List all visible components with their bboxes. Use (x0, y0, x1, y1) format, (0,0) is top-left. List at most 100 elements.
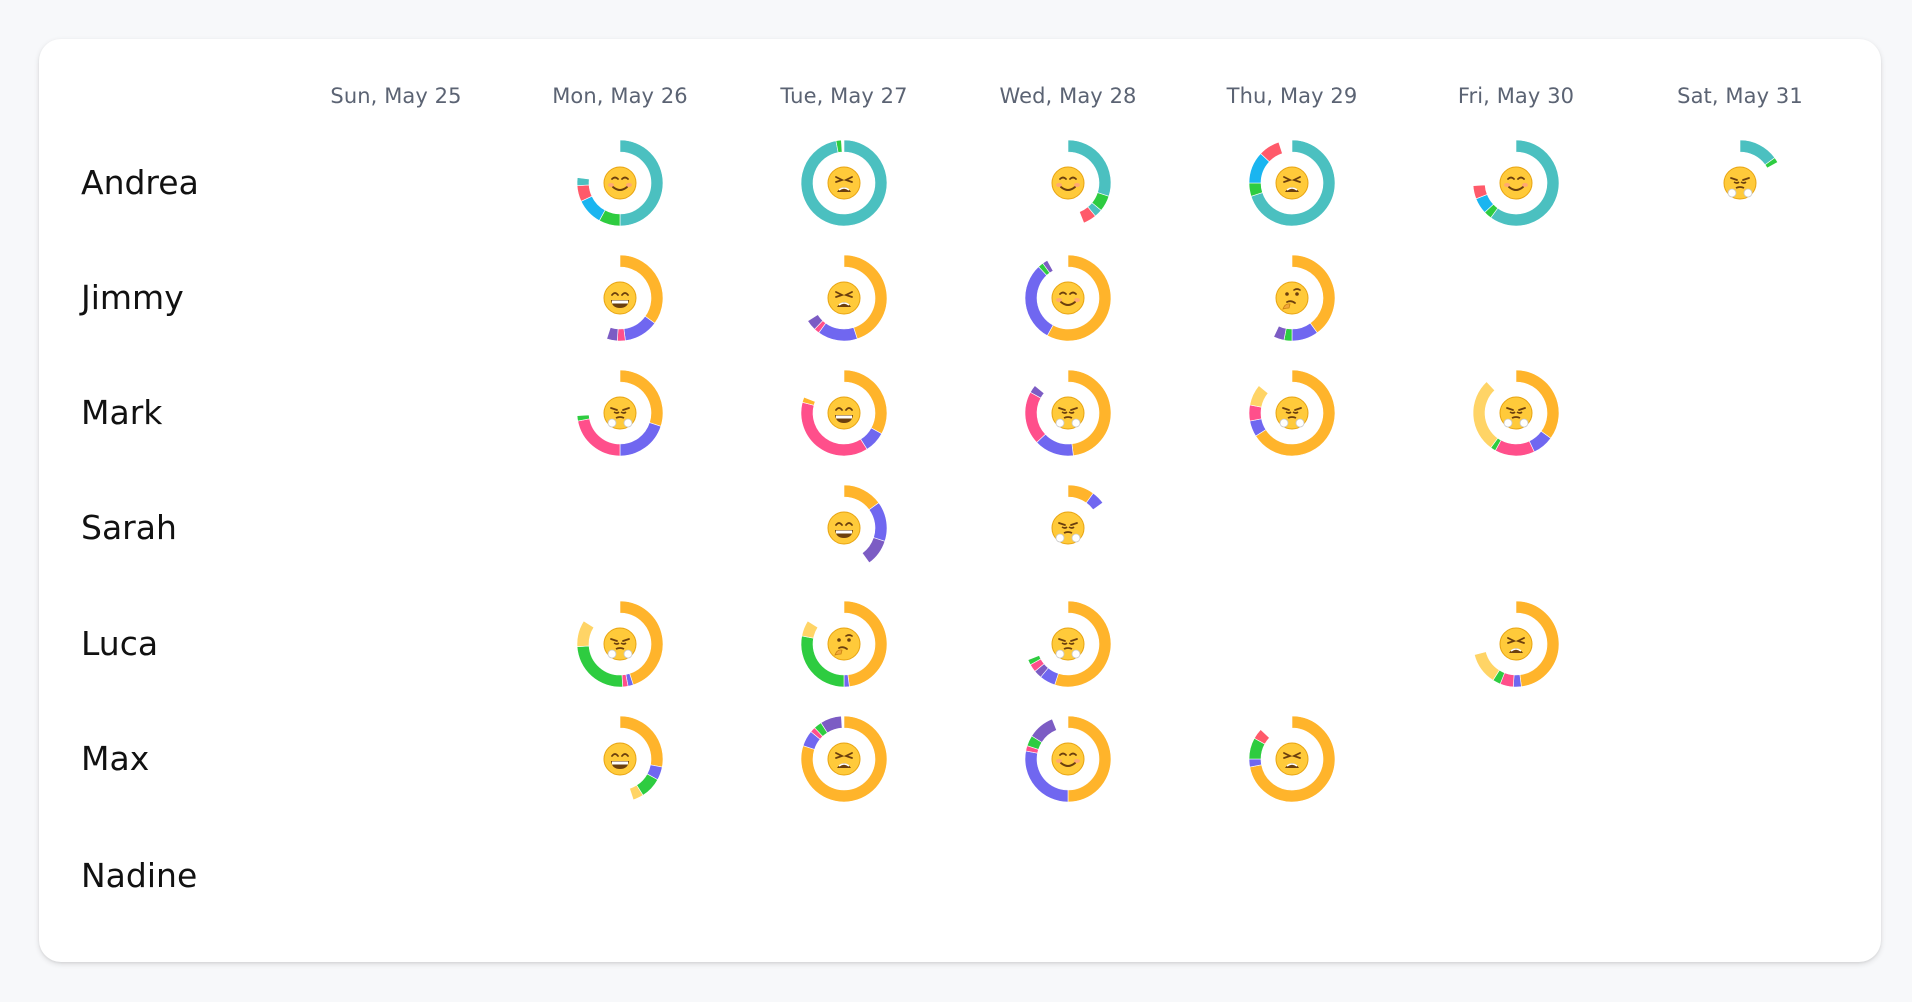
smile-emoji-icon (1499, 166, 1533, 200)
ring-segment-violet (807, 314, 824, 330)
mood-ring-chart (1067, 139, 1112, 224)
day-header: Sat, May 31 (1677, 84, 1803, 108)
day-header: Wed, May 28 (999, 84, 1137, 108)
mood-ring-chart (800, 369, 888, 457)
ring-segment-purple (818, 322, 858, 342)
mood-ring-jimmy-2[interactable] (796, 250, 892, 346)
mood-ring-chart (807, 254, 888, 342)
ring-segment-violet (1273, 325, 1287, 341)
mood-ring-chart (1067, 484, 1104, 511)
ring-segment-pink (616, 328, 626, 342)
ring-segment-lightorange (1472, 381, 1499, 449)
mood-ring-andrea-6[interactable] (1692, 135, 1788, 231)
mood-ring-chart (1248, 715, 1336, 803)
mood-ring-mark-1[interactable] (572, 365, 668, 461)
steam-emoji-icon (603, 396, 637, 430)
ring-segment-lightorange (1249, 385, 1269, 408)
mood-ring-andrea-1[interactable] (572, 135, 668, 231)
ring-segment-teal (800, 139, 888, 227)
steam-emoji-icon (1051, 511, 1085, 545)
mood-ring-chart (606, 254, 664, 342)
ring-segment-purple (1512, 674, 1522, 688)
ring-segment-red (1472, 184, 1488, 200)
ring-segment-orange (843, 484, 880, 511)
mood-ring-jimmy-4[interactable] (1244, 250, 1340, 346)
day-header: Sun, May 25 (330, 84, 462, 108)
mood-ring-andrea-3[interactable] (1020, 135, 1116, 231)
ring-segment-teal (1739, 139, 1776, 166)
ring-segment-lightorange (576, 620, 595, 648)
weary-emoji-icon (827, 281, 861, 315)
weary-emoji-icon (827, 742, 861, 776)
mood-ring-chart (800, 139, 888, 227)
person-name: Mark (81, 393, 163, 432)
person-name: Jimmy (81, 278, 184, 317)
person-name: Andrea (81, 163, 199, 202)
mood-ring-andrea-5[interactable] (1468, 135, 1564, 231)
mood-ring-max-2[interactable] (796, 711, 892, 807)
grin-emoji-icon (827, 511, 861, 545)
steam-emoji-icon (1051, 627, 1085, 661)
mood-ring-mark-5[interactable] (1468, 365, 1564, 461)
ring-segment-purple (868, 502, 888, 542)
mood-ring-chart (1248, 139, 1336, 227)
mood-ring-mark-2[interactable] (796, 365, 892, 461)
mood-ring-mark-3[interactable] (1020, 365, 1116, 461)
ring-segment-orange (800, 715, 888, 803)
smile-emoji-icon (1051, 281, 1085, 315)
think-emoji-icon (1275, 281, 1309, 315)
mood-ring-chart (1024, 715, 1112, 803)
mood-ring-jimmy-1[interactable] (572, 250, 668, 346)
mood-ring-chart (800, 600, 888, 688)
mood-ring-luca-1[interactable] (572, 596, 668, 692)
mood-ring-chart (843, 484, 888, 564)
ring-segment-pink (1024, 391, 1046, 443)
ring-segment-teal (1250, 139, 1336, 227)
mood-ring-chart (1472, 139, 1560, 227)
mood-ring-max-1[interactable] (572, 711, 668, 807)
mood-ring-mark-4[interactable] (1244, 365, 1340, 461)
ring-segment-green (835, 139, 843, 153)
ring-segment-green (1027, 655, 1042, 666)
ring-segment-lightorange (1473, 651, 1500, 681)
mood-ring-chart (800, 715, 888, 803)
mood-ring-chart (576, 600, 664, 688)
day-header: Tue, May 27 (780, 84, 908, 108)
mood-ring-chart (1024, 369, 1112, 457)
mood-ring-chart (1248, 369, 1336, 457)
mood-ring-max-3[interactable] (1020, 711, 1116, 807)
steam-emoji-icon (1051, 396, 1085, 430)
mood-ring-jimmy-3[interactable] (1020, 250, 1116, 346)
steam-emoji-icon (1499, 396, 1533, 430)
mood-ring-luca-2[interactable] (796, 596, 892, 692)
ring-segment-violet (820, 715, 843, 734)
mood-ring-max-4[interactable] (1244, 711, 1340, 807)
ring-segment-lightorange (629, 784, 644, 801)
ring-segment-orange (1255, 369, 1336, 457)
ring-segment-purple (623, 315, 656, 341)
mood-ring-andrea-4[interactable] (1244, 135, 1340, 231)
ring-segment-violet (1042, 259, 1054, 274)
mood-ring-chart (1473, 600, 1560, 688)
ring-segment-orange (801, 396, 816, 406)
ring-segment-violet (1029, 385, 1045, 399)
mood-ring-sarah-3[interactable] (1020, 480, 1116, 576)
mood-ring-andrea-2[interactable] (796, 135, 892, 231)
day-header: Mon, May 26 (552, 84, 688, 108)
ring-segment-green (576, 414, 590, 422)
day-header: Fri, May 30 (1457, 84, 1575, 108)
mood-ring-chart (576, 139, 664, 227)
ring-segment-violet (861, 537, 886, 564)
person-name: Max (81, 739, 150, 778)
mood-ring-chart (576, 369, 664, 457)
ring-segment-purple (1024, 266, 1054, 337)
grin-emoji-icon (827, 396, 861, 430)
steam-emoji-icon (603, 627, 637, 661)
mood-ring-sarah-2[interactable] (796, 480, 892, 576)
ring-segment-green (1764, 157, 1779, 169)
mood-ring-luca-3[interactable] (1020, 596, 1116, 692)
mood-ring-chart (1273, 254, 1336, 342)
mood-ring-luca-5[interactable] (1468, 596, 1564, 692)
smile-emoji-icon (603, 166, 637, 200)
mood-ring-chart (1027, 600, 1112, 688)
